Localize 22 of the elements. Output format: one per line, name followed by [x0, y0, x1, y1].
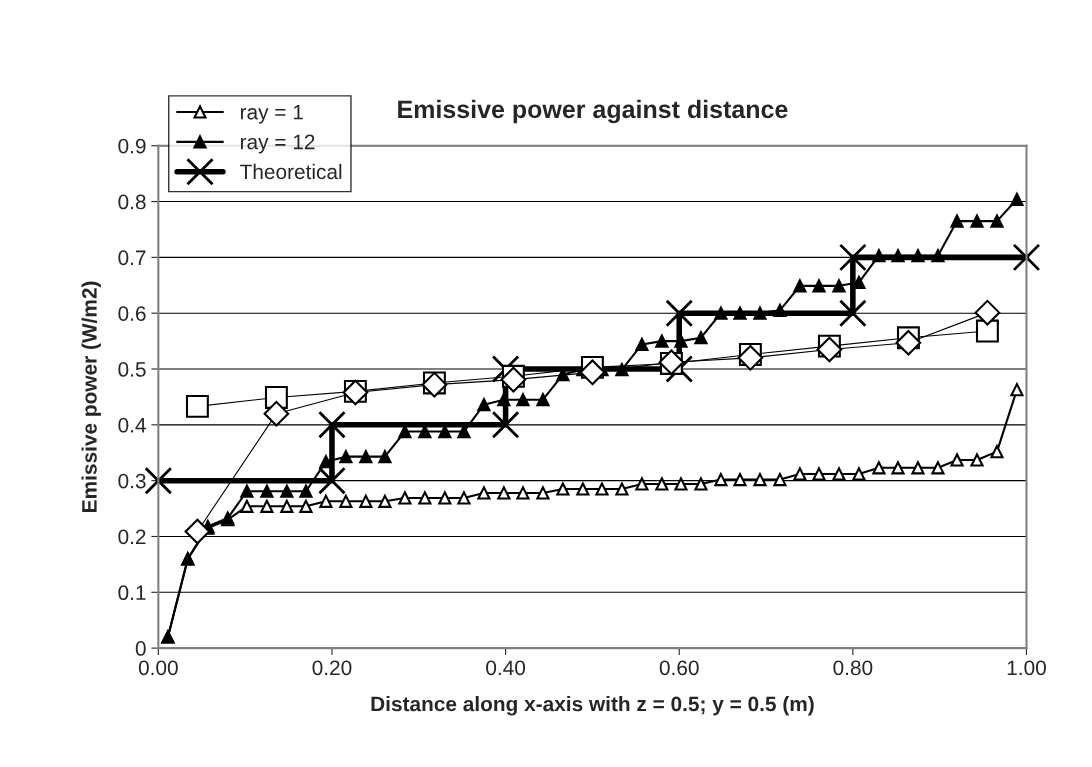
x-tick-label: 0.20 — [312, 660, 352, 676]
y-tick-label: 0.8 — [118, 194, 146, 210]
y-tick-label: 0.6 — [118, 306, 146, 321]
y-tick-label: 0.9 — [118, 138, 146, 154]
legend-label: ray = 1 — [240, 104, 303, 124]
legend-label: Theoretical — [240, 163, 342, 180]
x-tick-label: 0.40 — [486, 660, 526, 676]
y-tick-label: 0.7 — [118, 250, 146, 266]
y-axis-title: Emissive power (W/m2) — [81, 281, 101, 512]
y-tick-label: 0.5 — [118, 362, 146, 377]
x-tick-label: 0.00 — [138, 660, 178, 676]
x-tick-label: 1.00 — [1007, 660, 1046, 676]
x-tick-label: 0.60 — [659, 660, 699, 676]
y-tick-label: 0.3 — [118, 473, 146, 489]
chart-title: Emissive power against distance — [398, 99, 788, 124]
y-tick-label: 0.2 — [118, 529, 146, 545]
y-tick-label: 0.4 — [118, 417, 146, 433]
y-tick-label: 0.1 — [118, 585, 146, 601]
x-axis-title: Distance along x-axis with z = 0.5; y = 0.5 (m) — [371, 696, 814, 716]
x-tick-label: 0.80 — [833, 660, 873, 676]
y-tick-label: 0 — [135, 641, 146, 656]
legend-label: ray = 12 — [240, 134, 315, 154]
